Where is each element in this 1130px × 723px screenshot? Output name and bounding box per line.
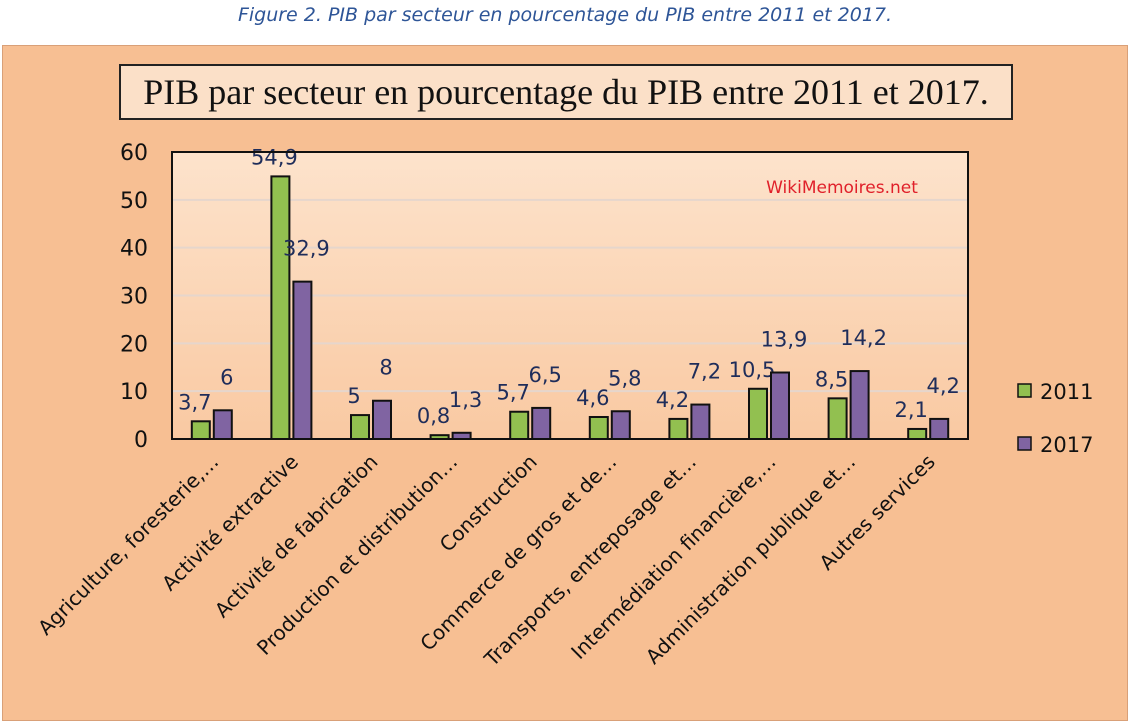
- y-tick-label: 30: [120, 285, 148, 310]
- bar-2011: [827, 397, 848, 441]
- y-tick-label: 0: [134, 428, 148, 453]
- data-label-2011: 5,7: [496, 381, 529, 405]
- data-label-2017: 5,8: [608, 366, 641, 390]
- data-label-2011: 4,2: [656, 388, 689, 412]
- data-label-2011: 54,9: [251, 145, 298, 169]
- data-label-2017: 14,2: [840, 326, 887, 350]
- y-tick-label: 20: [120, 332, 148, 357]
- legend-swatch-2017: [1017, 436, 1032, 451]
- bar-2017: [292, 280, 313, 440]
- y-tick-label: 60: [120, 141, 148, 166]
- chart-title: PIB par secteur en pourcentage du PIB en…: [119, 64, 1013, 120]
- bar-2011: [270, 175, 291, 441]
- bar-2017: [770, 371, 790, 440]
- watermark: WikiMemoires.net: [766, 178, 918, 198]
- data-label-2017: 32,9: [283, 237, 330, 261]
- legend-label-2017: 2017: [1040, 433, 1093, 457]
- y-tick-label: 10: [120, 380, 148, 405]
- data-label-2011: 8,5: [815, 367, 848, 391]
- legend-swatch-2011: [1017, 383, 1032, 398]
- legend-label-2011: 2011: [1040, 380, 1093, 404]
- bar-2011: [748, 387, 768, 440]
- figure-caption: Figure 2. PIB par secteur en pourcentage…: [237, 4, 893, 26]
- bar-2011: [350, 414, 370, 441]
- bar-2017: [849, 370, 870, 440]
- bar-2017: [690, 403, 711, 440]
- y-tick-label: 50: [120, 189, 148, 214]
- x-tick-label: Activité extractive: [157, 450, 303, 596]
- data-label-2011: 5: [347, 384, 360, 408]
- x-tick-label: Activité de fabrication: [210, 450, 383, 623]
- bar-2017: [929, 417, 950, 441]
- data-label-2011: 2,1: [894, 398, 927, 422]
- data-label-2011: 0,8: [417, 404, 450, 428]
- data-label-2011: 3,7: [178, 390, 211, 414]
- data-label-2011: 10,5: [729, 358, 776, 382]
- bar-2017: [372, 399, 392, 441]
- bar-2017: [531, 406, 552, 440]
- data-label-2017: 8: [379, 356, 392, 380]
- data-label-2017: 6: [220, 365, 233, 389]
- bar-2011: [907, 427, 928, 440]
- bar-2011: [668, 417, 689, 441]
- data-label-2017: 7,2: [688, 360, 721, 384]
- bar-2011: [588, 415, 609, 441]
- data-label-2017: 13,9: [761, 328, 808, 352]
- bar-2017: [610, 410, 631, 440]
- data-label-2017: 1,3: [449, 388, 482, 412]
- data-label-2017: 6,5: [528, 363, 561, 387]
- bar-2011: [509, 410, 530, 440]
- data-label-2011: 4,6: [576, 386, 609, 410]
- y-tick-label: 40: [120, 237, 148, 262]
- bar-2011: [190, 420, 211, 440]
- data-label-2017: 4,2: [926, 374, 959, 398]
- plot-border: [171, 151, 969, 440]
- bar-2017: [212, 409, 233, 440]
